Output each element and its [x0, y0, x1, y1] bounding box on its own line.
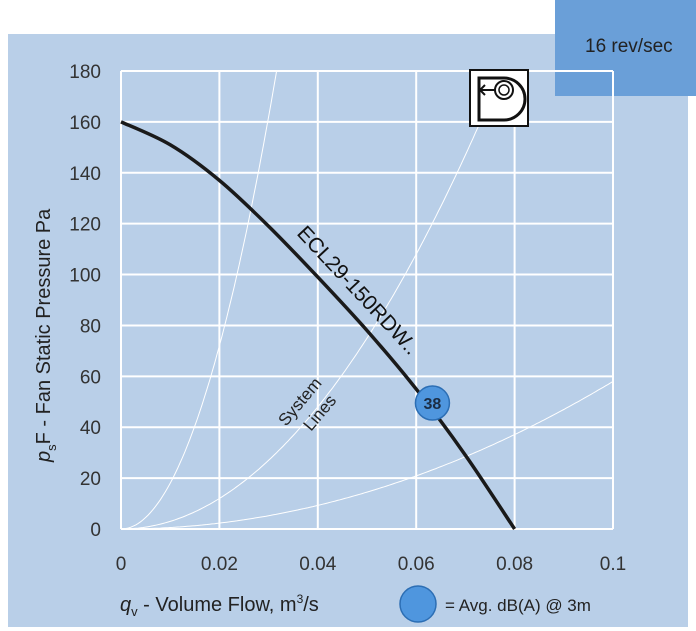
x-axis-title: qv - Volume Flow, m3/s — [120, 592, 319, 619]
x-axis-title-q: q — [120, 594, 131, 616]
y-tick-label: 20 — [80, 469, 101, 490]
x-tick-label: 0.1 — [600, 554, 626, 575]
tick-labels: 0 0.02 0.04 0.06 0.08 0.1 0 20 40 60 80 100 120 140 16… — [69, 62, 626, 575]
y-axis-title-rest: F - Fan Static Pressure Pa — [33, 208, 55, 445]
y-tick-label: 60 — [80, 367, 101, 388]
y-tick-label: 80 — [80, 316, 101, 337]
legend-marker — [399, 585, 437, 623]
system-line-1 — [120, 70, 278, 530]
legend: = Avg. dB(A) @ 3m — [399, 585, 591, 623]
y-tick-label: 160 — [69, 113, 101, 134]
x-tick-label: 0.02 — [201, 554, 238, 575]
x-axis-title-end: /s — [303, 594, 319, 616]
operating-point-marker — [414, 385, 451, 421]
x-axis-title-sup: 3 — [297, 592, 304, 606]
operating-point-label: 38 — [424, 396, 442, 413]
system-line-2 — [121, 70, 503, 530]
y-tick-label: 180 — [69, 62, 101, 83]
x-tick-label: 0.04 — [299, 554, 336, 575]
y-axis-title: psF - Fan Static Pressure Pa — [33, 208, 59, 463]
x-tick-label: 0 — [116, 554, 127, 575]
y-tick-label: 140 — [69, 164, 101, 185]
system-line-3 — [121, 380, 614, 530]
fan-curve-line — [120, 120, 517, 530]
grid — [120, 70, 614, 530]
chart-background — [8, 34, 688, 627]
y-tick-label: 100 — [69, 266, 101, 287]
y-tick-label: 120 — [69, 215, 101, 236]
legend-text: = Avg. dB(A) @ 3m — [445, 596, 591, 615]
y-axis-title-p: p — [33, 451, 55, 463]
x-tick-label: 0.08 — [496, 554, 533, 575]
system-lines — [120, 70, 614, 530]
y-tick-label: 40 — [80, 418, 101, 439]
speed-badge-text: 16 rev/sec — [585, 36, 673, 57]
x-axis-title-sub: v — [131, 604, 138, 619]
y-axis-title-sub: s — [44, 444, 59, 451]
x-axis-title-rest: - Volume Flow, m — [138, 594, 297, 616]
fan-curve-group — [120, 120, 517, 530]
operating-point-group: 38 — [414, 385, 451, 421]
centrifugal-fan-icon — [469, 69, 529, 127]
y-tick-label: 0 — [90, 520, 101, 541]
x-tick-label: 0.06 — [398, 554, 435, 575]
speed-badge — [555, 0, 696, 96]
